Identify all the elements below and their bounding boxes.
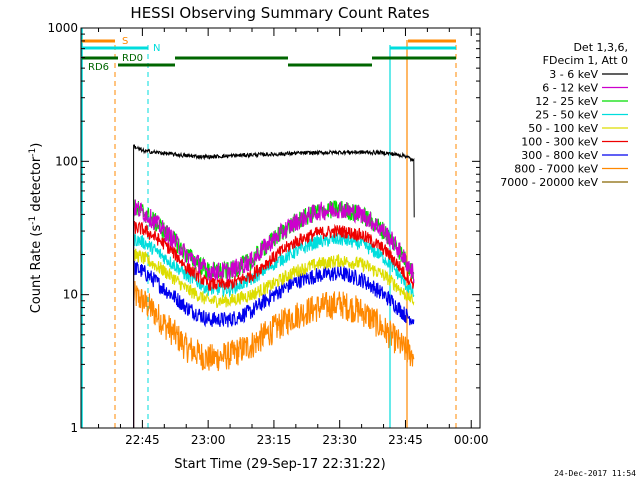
x-tick-label: 23:00	[191, 433, 226, 447]
y-axis-label-sup1: -1	[28, 216, 38, 225]
x-tick-label: 23:15	[257, 433, 292, 447]
y-tick-label: 1000	[47, 21, 78, 35]
series-layer	[133, 144, 415, 428]
x-tick-label: 22:45	[125, 433, 160, 447]
legend-header-det: Det 1,3,6,	[573, 41, 628, 54]
y-axis-label-main: Count Rate (s	[29, 225, 44, 314]
flag-label: RD0	[122, 53, 143, 64]
y-axis-label: Count Rate (s-1 detector-1)	[28, 143, 44, 314]
legend-label: 300 - 800 keV	[521, 149, 598, 162]
legend-label: 50 - 100 keV	[528, 122, 598, 135]
flag-label: N	[153, 43, 160, 54]
series-line-3	[133, 232, 415, 428]
x-tick-label: 23:45	[388, 433, 423, 447]
y-tick-label: 1	[70, 421, 78, 435]
axes-layer: 1 10 100 1000 22:45 23:00 23:15 23:30 23:45 00:00	[47, 21, 488, 447]
legend-label: 100 - 300 keV	[521, 136, 598, 149]
series-line-1	[133, 199, 415, 428]
series-line-0	[133, 144, 415, 428]
x-tick-label: 00:00	[454, 433, 489, 447]
series-line-5	[133, 221, 415, 428]
x-axis-label: Start Time (29-Sep-17 22:31:22)	[174, 457, 385, 472]
series-line-4	[133, 248, 415, 428]
chart-title: HESSI Observing Summary Count Rates	[130, 4, 429, 22]
legend-label: 3 - 6 keV	[549, 68, 598, 81]
legend-label: 12 - 25 keV	[535, 95, 598, 108]
flag-label: S	[122, 36, 128, 47]
legend-header-fdecim: FDecim 1, Att 0	[543, 54, 628, 67]
y-axis-label-mid: detector	[29, 156, 44, 216]
y-tick-label: 10	[63, 288, 78, 302]
plot-frame	[80, 27, 481, 429]
y-axis-label-sup2: -1	[28, 148, 38, 157]
y-tick-label: 100	[55, 154, 78, 168]
x-tick-label: 23:30	[322, 433, 357, 447]
timestamp: 24-Dec-2017 11:54	[554, 469, 636, 478]
series-line-6	[133, 260, 415, 428]
legend-label: 6 - 12 keV	[542, 82, 598, 95]
legend-label: 7000 - 20000 keV	[500, 176, 598, 189]
legend-label: 800 - 7000 keV	[514, 163, 598, 176]
flag-label: RD6	[88, 62, 109, 73]
legend-label: 25 - 50 keV	[535, 109, 598, 122]
series-line-7	[133, 280, 415, 428]
y-axis-label-end: )	[29, 143, 44, 148]
